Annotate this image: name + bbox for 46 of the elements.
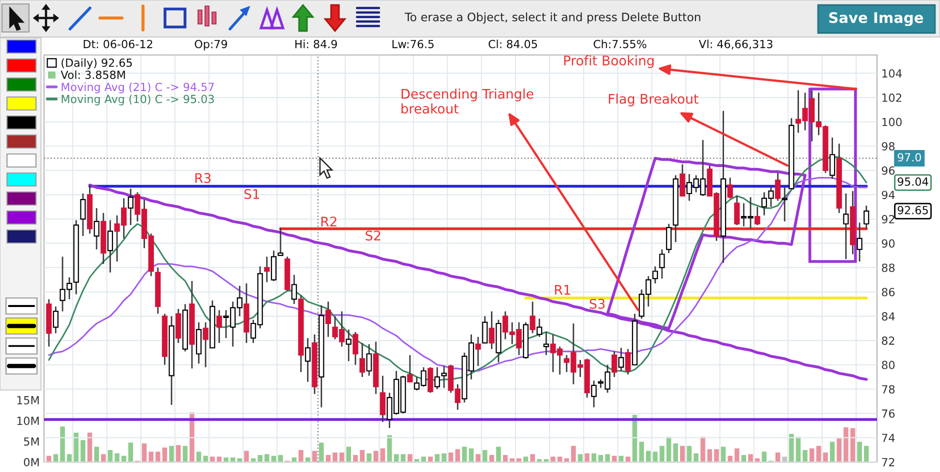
- y2-tick-label: 0M: [24, 458, 39, 466]
- annotation: Flag Breakout: [608, 94, 698, 106]
- legend-label: Vol: 3.858M: [60, 70, 125, 80]
- y-tick-label: 100: [882, 118, 902, 126]
- y2-tick-label: 10M: [17, 416, 39, 426]
- text: Save Image: [829, 12, 924, 26]
- ref-line-label: 97.0: [898, 153, 921, 162]
- y-tick-label: 96: [882, 166, 895, 175]
- text: Dt: 06-06-12: [84, 40, 152, 48]
- y2-tick-label: 5M: [24, 437, 39, 446]
- y-tick-label: 82: [882, 336, 894, 345]
- annotation: S2: [366, 230, 380, 241]
- annotation: S3: [590, 298, 605, 309]
- legend-label: Moving Avg (21) C -> 94.57: [62, 82, 214, 94]
- annotation: S1: [244, 189, 260, 200]
- y-tick-label: 88: [882, 264, 895, 272]
- legend-label: (Daily) 92.65: [62, 58, 132, 70]
- annotation: R2: [321, 216, 336, 226]
- y-tick-label: 80: [882, 360, 895, 370]
- y-tick-label: 74: [882, 434, 895, 442]
- annotation: Profit Booking: [564, 55, 654, 68]
- text: Cl: 84.05: [488, 40, 537, 48]
- y-tick-label: 98: [882, 142, 895, 150]
- annotation: R3: [195, 173, 211, 184]
- text: Op:79: [194, 40, 228, 50]
- text: 95.04: [898, 177, 928, 186]
- annotation: R1: [555, 285, 570, 295]
- annotation: Descending Triangle breakout: [402, 88, 534, 114]
- y2-tick-label: 15M: [17, 396, 39, 404]
- text: 92.65: [898, 206, 928, 214]
- y-tick-label: 86: [882, 288, 895, 296]
- y-tick-label: 72: [882, 458, 894, 466]
- text: Hi: 84.9: [295, 40, 337, 48]
- text: Vl: 46,66,313: [698, 40, 772, 50]
- y-tick-label: 94: [882, 190, 895, 200]
- text: Ch:7.55%: [594, 40, 646, 48]
- y-tick-label: 92: [882, 214, 894, 224]
- y-tick-label: 104: [882, 69, 902, 78]
- y-tick-label: 78: [882, 385, 895, 394]
- text: To erase a Object, select it and press Delete Button: [404, 12, 700, 24]
- text: Lw:76.5: [392, 40, 434, 48]
- legend-label: Moving Avg (10) C -> 95.03: [62, 94, 214, 106]
- y-tick-label: 76: [882, 409, 895, 418]
- y-tick-label: 84: [882, 312, 895, 321]
- y-tick-label: 90: [882, 239, 895, 248]
- y-tick-label: 102: [882, 93, 902, 102]
